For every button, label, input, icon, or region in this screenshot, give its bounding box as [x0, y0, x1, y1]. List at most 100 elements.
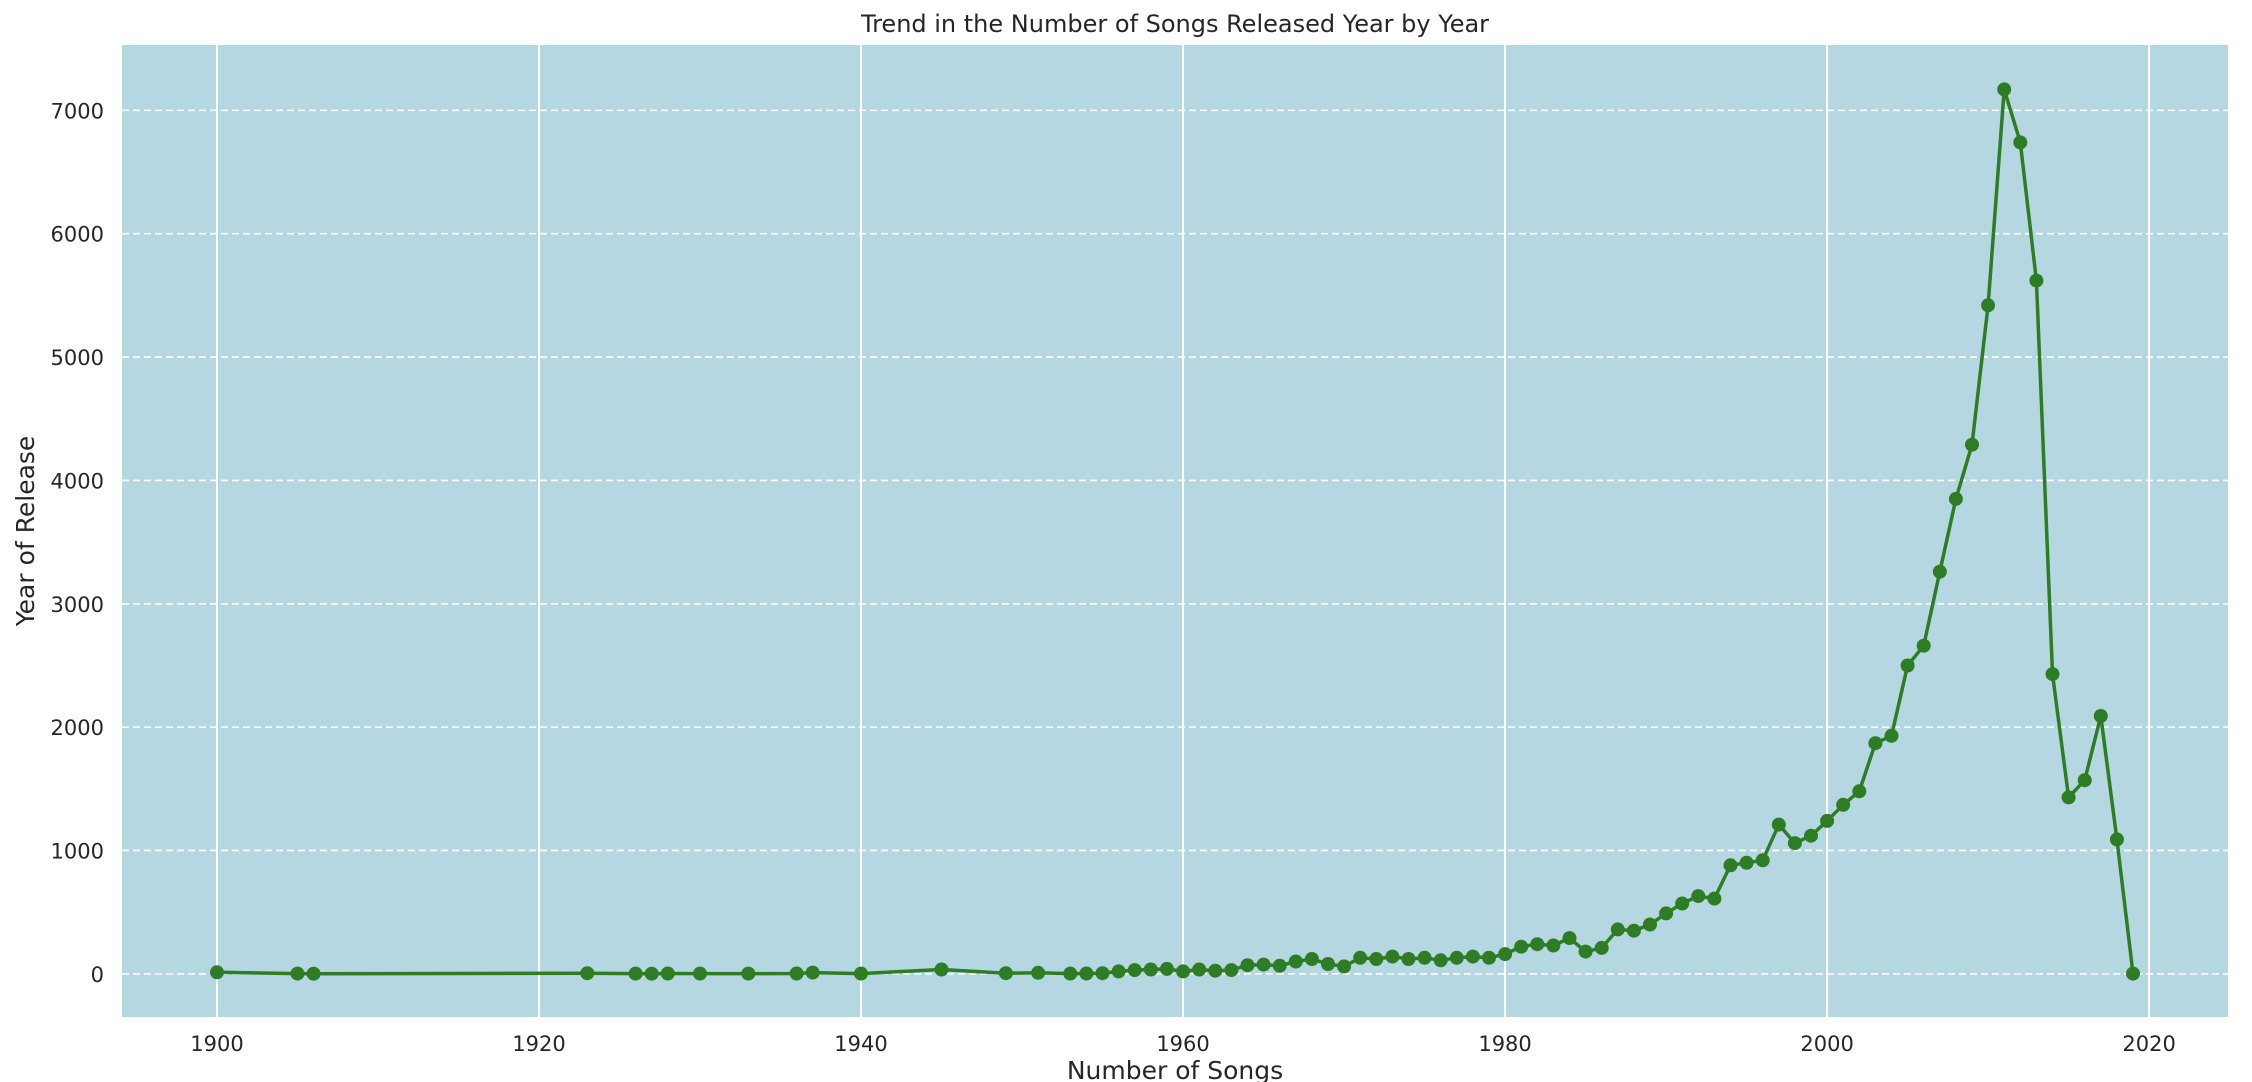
data-point [741, 966, 756, 981]
x-tick-label: 1960 [1156, 1032, 1209, 1056]
data-point [2045, 667, 2060, 682]
data-point [1288, 954, 1303, 969]
data-point [1948, 491, 1963, 506]
gridlines [122, 45, 2228, 1017]
data-point [1401, 952, 1416, 966]
data-point [854, 966, 868, 981]
data-point [1095, 966, 1110, 981]
x-tick-label: 2020 [2122, 1032, 2175, 1056]
data-point [693, 966, 707, 981]
y-tick-label: 1000 [51, 839, 104, 863]
data-point [1111, 964, 1126, 979]
data-point [1063, 966, 1078, 981]
data-point [306, 966, 321, 981]
data-point [1691, 889, 1706, 904]
data-point [1337, 959, 1352, 974]
y-tick-label: 0 [91, 963, 104, 987]
x-tick-label: 1900 [190, 1032, 243, 1056]
data-point [1884, 728, 1899, 743]
tick-labels: 1900 1920 1940 1960 1980 2000 2020 0 1000 2000 300… [51, 99, 2176, 1056]
data-point [1272, 958, 1287, 973]
y-tick-label: 4000 [51, 469, 104, 493]
data-point [1997, 82, 2012, 97]
data-point [628, 966, 643, 981]
y-tick-label: 5000 [51, 346, 104, 370]
plot-area [122, 45, 2228, 1017]
data-point [1852, 784, 1867, 799]
data-point [1465, 949, 1480, 964]
data-point [1256, 957, 1271, 972]
data-point [2029, 273, 2044, 288]
data-point [1176, 964, 1191, 979]
data-point [1594, 940, 1609, 955]
x-tick-label: 2000 [1800, 1032, 1853, 1056]
data-point [1127, 963, 1142, 978]
series-layer [210, 82, 2140, 981]
data-point [1208, 963, 1223, 978]
data-point [1787, 836, 1802, 851]
data-point [1643, 917, 1657, 932]
data-point [1433, 953, 1448, 968]
data-point [1626, 923, 1641, 938]
data-point [998, 966, 1013, 981]
data-point [210, 965, 224, 980]
data-point [1836, 797, 1851, 812]
data-point [2077, 773, 2092, 788]
data-point [789, 966, 804, 981]
data-point [934, 962, 949, 977]
data-point [1707, 891, 1722, 906]
series-line [216, 87, 2135, 976]
data-point [2126, 966, 2140, 981]
y-axis-label: Year of Release [11, 436, 40, 628]
data-point [1159, 961, 1174, 976]
y-tick-label: 3000 [51, 593, 104, 617]
data-point [1417, 950, 1432, 965]
data-point [660, 966, 675, 981]
data-point [1804, 828, 1818, 843]
y-tick-label: 6000 [51, 223, 104, 247]
data-point [1079, 966, 1094, 981]
data-point [1546, 938, 1561, 953]
data-point [1498, 947, 1513, 962]
data-point [1868, 736, 1883, 751]
data-point [1514, 939, 1529, 954]
x-tick-label: 1920 [512, 1032, 565, 1056]
x-tick-label: 1940 [834, 1032, 887, 1056]
data-point [1900, 658, 1915, 673]
y-tick-label: 2000 [51, 716, 104, 740]
data-point [1369, 952, 1384, 966]
chart-title: Trend in the Number of Songs Released Ye… [860, 10, 1489, 38]
data-point [2013, 135, 2028, 150]
data-point [1755, 853, 1770, 868]
data-point [644, 966, 659, 981]
data-point [2093, 709, 2108, 723]
data-point [2061, 790, 2076, 805]
x-axis-label: Number of Songs [1067, 1056, 1283, 1082]
data-point [1723, 858, 1738, 873]
data-point [1578, 944, 1593, 959]
data-point [1304, 952, 1319, 966]
y-tick-label: 7000 [51, 99, 104, 123]
x-tick-label: 1980 [1478, 1032, 1531, 1056]
data-point [1031, 965, 1046, 980]
data-point [1932, 564, 1947, 579]
data-point [1771, 817, 1786, 832]
data-point [580, 966, 595, 981]
data-point [805, 965, 820, 980]
data-point [1482, 950, 1496, 965]
data-point [1981, 298, 1996, 313]
data-point [1739, 855, 1754, 870]
data-point [1675, 896, 1690, 911]
data-point [1224, 963, 1239, 978]
data-point [1916, 638, 1931, 653]
data-point [1143, 962, 1158, 977]
data-point [1192, 962, 1207, 977]
data-point [1659, 906, 1674, 921]
data-point [1610, 922, 1625, 937]
data-point [2109, 832, 2124, 847]
data-point [1562, 931, 1577, 946]
data-point [1965, 437, 1979, 452]
data-point [1820, 813, 1835, 828]
data-point [1353, 950, 1368, 965]
